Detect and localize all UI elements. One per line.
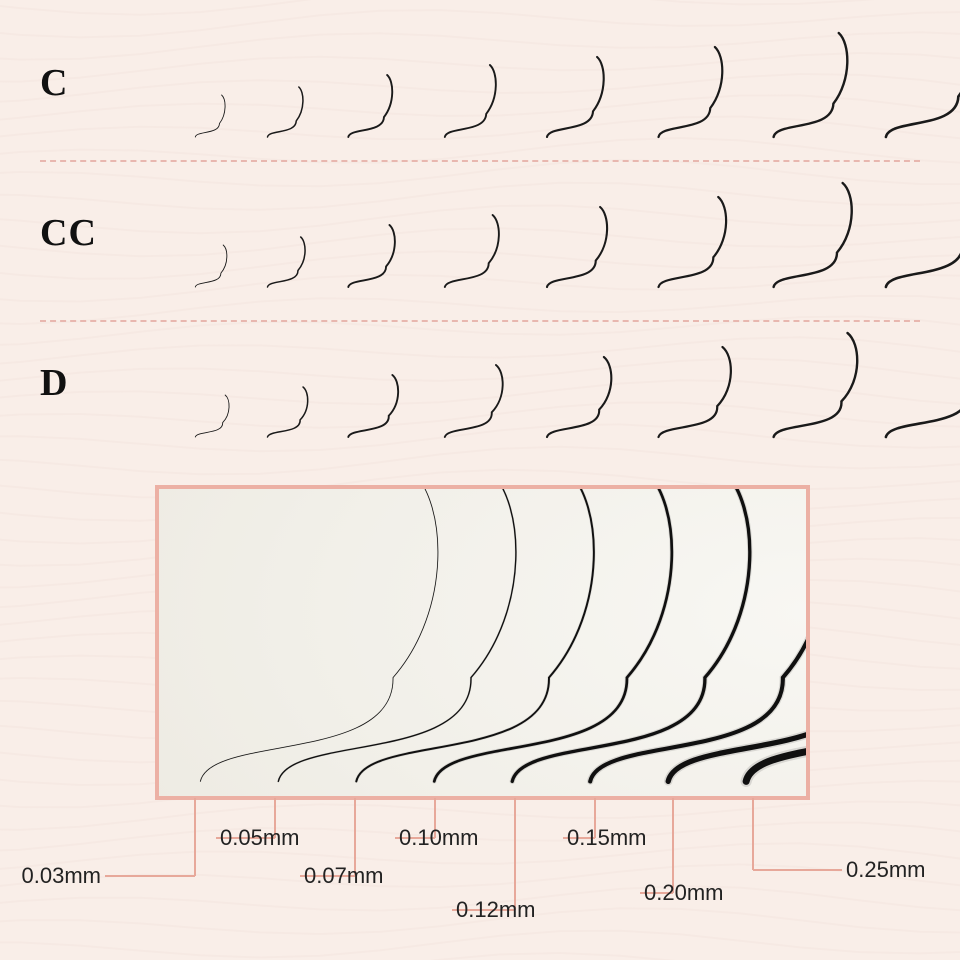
thickness-lash-shadow bbox=[590, 485, 810, 781]
curl-row-cc: CC bbox=[40, 158, 920, 308]
thickness-photo-svg bbox=[159, 489, 806, 796]
thickness-lash-shadow bbox=[278, 485, 516, 781]
lash-curve bbox=[195, 395, 229, 437]
leader-line bbox=[105, 875, 195, 877]
leader-line bbox=[194, 798, 196, 876]
thickness-lash bbox=[200, 485, 438, 781]
thickness-label: 0.05mm bbox=[220, 825, 299, 851]
lash-curve bbox=[348, 225, 395, 287]
lash-curve bbox=[268, 237, 306, 287]
curl-row-c-svg bbox=[170, 8, 930, 158]
curl-row-cc-svg bbox=[170, 158, 930, 308]
curl-row-c: C bbox=[40, 8, 920, 158]
lash-curve bbox=[774, 33, 848, 137]
leader-line bbox=[514, 798, 516, 910]
curl-row-label: C bbox=[40, 61, 68, 105]
leader-line bbox=[672, 798, 674, 893]
lash-curve bbox=[195, 245, 227, 287]
thickness-lash-shadow bbox=[200, 485, 438, 781]
thickness-lash bbox=[590, 485, 810, 781]
leader-line bbox=[753, 869, 842, 871]
lash-curve bbox=[659, 47, 723, 137]
curl-rows-region: C CC D bbox=[40, 8, 920, 458]
thickness-label: 0.15mm bbox=[567, 825, 646, 851]
thickness-photo-panel bbox=[155, 485, 810, 800]
thickness-label: 0.20mm bbox=[644, 880, 723, 906]
curl-row-label: D bbox=[40, 361, 68, 405]
thickness-label: 0.25mm bbox=[846, 857, 925, 883]
thickness-label: 0.10mm bbox=[399, 825, 478, 851]
curl-row-d-svg bbox=[170, 308, 930, 458]
lash-curve bbox=[268, 387, 308, 437]
lash-curve bbox=[886, 11, 960, 137]
thickness-label: 0.12mm bbox=[456, 897, 535, 923]
lash-curve bbox=[774, 333, 858, 437]
curl-row-d: D bbox=[40, 308, 920, 458]
lash-curve bbox=[547, 207, 607, 287]
lash-curve bbox=[886, 311, 960, 437]
lash-curve bbox=[886, 161, 960, 287]
lash-curve bbox=[445, 215, 499, 287]
lash-curve bbox=[659, 347, 731, 437]
curl-row-label: CC bbox=[40, 211, 97, 255]
thickness-label: 0.03mm bbox=[22, 863, 101, 889]
lash-curve bbox=[445, 365, 503, 437]
leader-line bbox=[752, 798, 754, 870]
lash-curve bbox=[659, 197, 727, 287]
lash-curve bbox=[445, 65, 496, 137]
lash-curve bbox=[348, 75, 392, 137]
row-divider bbox=[40, 160, 920, 162]
lash-curve bbox=[195, 95, 225, 137]
lash-curve bbox=[547, 357, 611, 437]
lash-curve bbox=[547, 57, 604, 137]
thickness-lash bbox=[278, 485, 516, 781]
row-divider bbox=[40, 320, 920, 322]
lash-curve bbox=[774, 183, 852, 287]
thickness-lash-shadow bbox=[668, 485, 810, 781]
thickness-label: 0.07mm bbox=[304, 863, 383, 889]
lash-curve bbox=[348, 375, 398, 437]
lash-curve bbox=[268, 87, 303, 137]
